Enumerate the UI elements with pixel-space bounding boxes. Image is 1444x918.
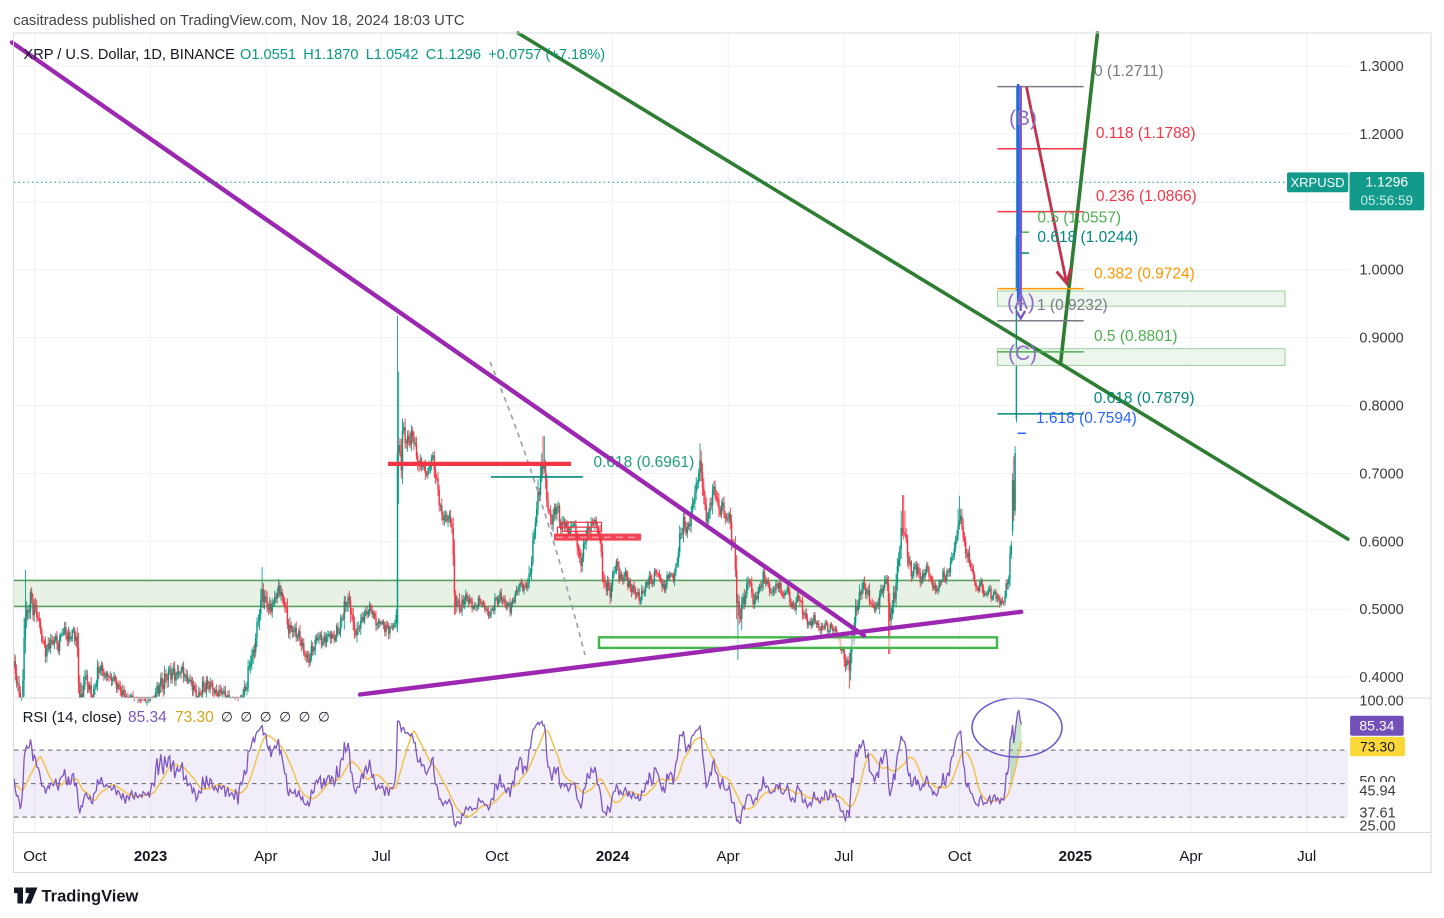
svg-text:1.1296: 1.1296: [1365, 174, 1408, 190]
svg-text:0.382 (0.9724): 0.382 (0.9724): [1094, 266, 1195, 283]
svg-text:1.2000: 1.2000: [1359, 127, 1403, 143]
svg-text:Apr: Apr: [717, 848, 740, 865]
svg-text:Apr: Apr: [254, 848, 277, 865]
svg-text:0.8000: 0.8000: [1359, 399, 1403, 415]
svg-text:∅: ∅: [299, 710, 311, 725]
svg-text:0 (1.2711): 0 (1.2711): [1094, 63, 1164, 80]
svg-text:85.34: 85.34: [1359, 718, 1394, 734]
svg-text:∅: ∅: [260, 710, 272, 725]
svg-text:0.7000: 0.7000: [1359, 466, 1403, 482]
svg-text:100.00: 100.00: [1359, 694, 1403, 710]
svg-text:(A): (A): [1007, 291, 1035, 314]
svg-text:∅: ∅: [240, 710, 252, 725]
svg-text:73.30: 73.30: [1360, 738, 1395, 754]
svg-text:(C): (C): [1008, 342, 1037, 365]
svg-text:2024: 2024: [596, 848, 630, 865]
svg-text:XRPUSD: XRPUSD: [1291, 175, 1345, 190]
svg-text:Jul: Jul: [1297, 848, 1316, 865]
svg-text:0.4000: 0.4000: [1359, 670, 1403, 686]
svg-text:Oct: Oct: [485, 848, 509, 865]
svg-text:1.618 (0.7594): 1.618 (0.7594): [1036, 410, 1137, 427]
svg-text:XRP / U.S. Dollar, 1D, BINANCE: XRP / U.S. Dollar, 1D, BINANCE: [24, 47, 236, 63]
svg-text:0.5 (1.0557): 0.5 (1.0557): [1037, 210, 1121, 227]
svg-text:casitradess published on Tradi: casitradess published on TradingView.com…: [13, 13, 465, 29]
svg-text:73.30: 73.30: [175, 709, 214, 726]
svg-text:0.9000: 0.9000: [1359, 331, 1403, 347]
svg-text:1.0000: 1.0000: [1359, 263, 1403, 279]
svg-text:Oct: Oct: [23, 848, 47, 865]
svg-text:05:56:59: 05:56:59: [1361, 193, 1414, 208]
svg-text:0.5 (0.8801): 0.5 (0.8801): [1094, 328, 1178, 345]
svg-text:Apr: Apr: [1179, 848, 1202, 865]
svg-text:2023: 2023: [134, 848, 167, 865]
svg-text:25.00: 25.00: [1359, 818, 1395, 834]
svg-text:RSI (14, close): RSI (14, close): [23, 709, 122, 726]
svg-text:Oct: Oct: [948, 848, 972, 865]
svg-text:O1.0551 H1.1870 L1.0542 C1.129: O1.0551 H1.1870 L1.0542 C1.1296 +0.0757 …: [240, 47, 605, 63]
svg-text:45.94: 45.94: [1359, 784, 1395, 800]
svg-text:∅: ∅: [318, 710, 330, 725]
svg-text:0.618 (1.0244): 0.618 (1.0244): [1037, 229, 1138, 246]
svg-text:0.6000: 0.6000: [1359, 534, 1403, 550]
svg-text:Jul: Jul: [834, 848, 853, 865]
svg-text:Jul: Jul: [372, 848, 391, 865]
svg-text:85.34: 85.34: [128, 709, 167, 726]
svg-text:∅: ∅: [221, 710, 233, 725]
svg-text:0.236 (1.0866): 0.236 (1.0866): [1096, 188, 1197, 205]
svg-text:37.61: 37.61: [1359, 806, 1395, 822]
svg-text:2025: 2025: [1059, 848, 1092, 865]
svg-text:0.5000: 0.5000: [1359, 602, 1403, 618]
svg-text:(B): (B): [1009, 107, 1037, 130]
svg-text:1.3000: 1.3000: [1359, 59, 1403, 75]
svg-text:TradingView: TradingView: [42, 888, 139, 906]
svg-text:∅: ∅: [279, 710, 291, 725]
svg-text:0.118 (1.1788): 0.118 (1.1788): [1096, 125, 1196, 142]
svg-text:1 (0.9232): 1 (0.9232): [1037, 297, 1108, 314]
svg-text:0.618 (0.7879): 0.618 (0.7879): [1094, 390, 1195, 407]
